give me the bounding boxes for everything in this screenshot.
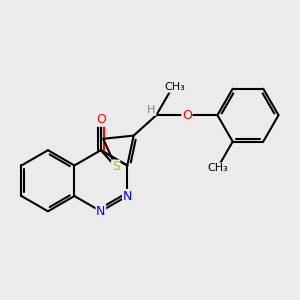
- Text: H: H: [147, 105, 156, 115]
- Text: CH₃: CH₃: [207, 163, 228, 173]
- Text: N: N: [96, 205, 106, 218]
- Text: CH₃: CH₃: [164, 82, 185, 92]
- Text: O: O: [182, 109, 192, 122]
- Text: S: S: [112, 160, 120, 173]
- Text: N: N: [123, 190, 132, 202]
- Text: O: O: [96, 113, 106, 126]
